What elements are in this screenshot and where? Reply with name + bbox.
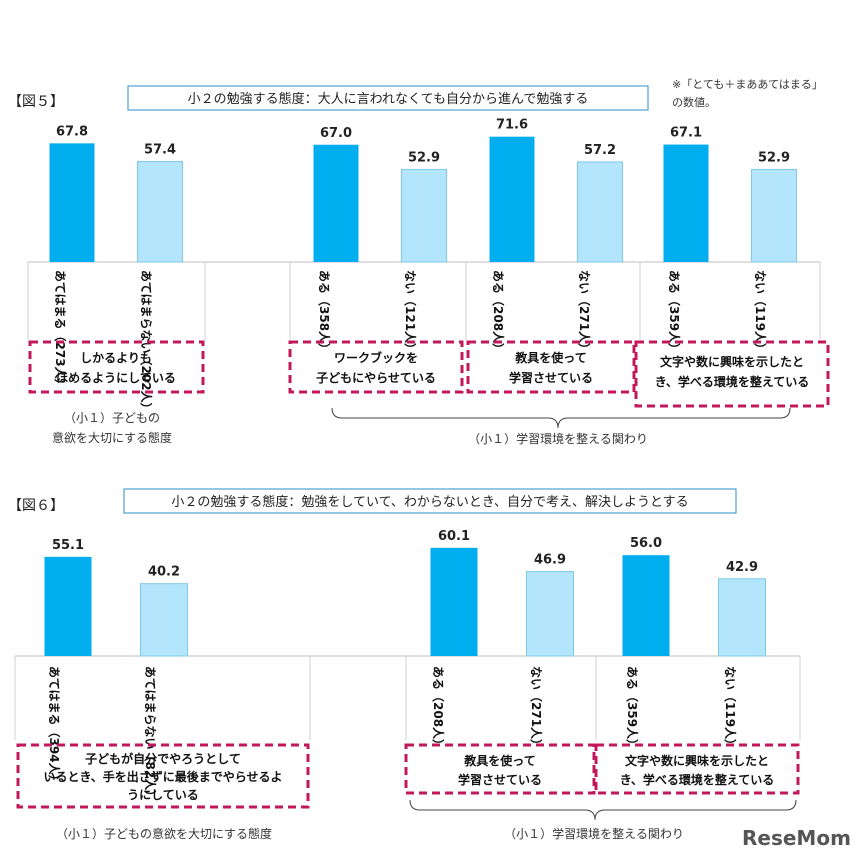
data-label: 67.1 — [670, 126, 702, 141]
figure-6-label: 【図６】 — [8, 498, 64, 514]
bar — [44, 556, 92, 656]
bar — [663, 144, 709, 262]
category-box — [288, 340, 464, 394]
data-label: 42.9 — [726, 560, 758, 575]
category-box-line: 教具を使って — [514, 350, 586, 365]
category-label: あてはまらない（82人） — [143, 666, 158, 802]
figure-6-caption-right: （小１）学習環境を整える関わり — [504, 826, 684, 841]
category-label: ある（208人） — [431, 666, 446, 751]
data-label: 67.0 — [320, 126, 352, 141]
category-box — [634, 340, 830, 408]
bar — [751, 168, 797, 263]
data-label: 40.2 — [148, 565, 180, 580]
data-label: 67.8 — [56, 124, 88, 139]
data-label: 52.9 — [758, 150, 790, 165]
figure-5-brace — [331, 407, 791, 429]
bar — [577, 161, 623, 263]
category-box-line: うにしている — [127, 788, 199, 802]
category-label: ある（359人） — [667, 270, 682, 355]
category-label: ある（208人） — [491, 270, 506, 355]
figure-6-title: 小２の勉強する態度：勉強をしていて、わからないとき、自分で考え、解決しようとする — [171, 494, 688, 510]
data-label: 56.0 — [630, 536, 662, 551]
category-box-line: ほめるようにしている — [56, 371, 176, 385]
category-box-line: き、学べる環境を整えている — [655, 374, 810, 389]
category-box — [466, 340, 636, 394]
category-box-line: 子どもが自分でやろうとして — [85, 751, 241, 766]
data-label: 71.6 — [496, 118, 528, 133]
bar — [526, 571, 574, 657]
figure-5-caption-left-line1: （小１）子どもの — [64, 411, 160, 425]
category-label: ない（119人） — [723, 666, 738, 751]
figure-5-title-box — [127, 85, 649, 111]
category-box — [404, 743, 596, 795]
category-box-line: ワークブックを — [334, 350, 418, 365]
bar — [401, 168, 447, 263]
bar — [718, 578, 766, 657]
figure-6-caption-left: （小１）子どもの意欲を大切にする態度 — [56, 826, 272, 841]
category-box-line: 学習させている — [458, 772, 542, 787]
category-box-line: 文字や数に興味を示したと — [660, 354, 804, 369]
data-label: 57.2 — [584, 143, 616, 158]
category-label: あてはまらない（202人） — [139, 270, 154, 415]
category-label: ない（119人） — [753, 270, 768, 355]
figure-5-caption-right: （小１）学習環境を整える関わり — [468, 431, 648, 446]
figure-6-title-box — [123, 488, 737, 514]
figure-5-note-line1: ※「とても＋まああてはまる」 — [672, 78, 823, 91]
category-label: ある（359人） — [625, 666, 640, 751]
data-label: 52.9 — [408, 150, 440, 165]
category-label: あてはまる（394人） — [47, 666, 62, 787]
figure-5-title: 小２の勉強する態度：大人に言われなくても自分から進んで勉強する — [188, 91, 589, 107]
category-box — [16, 743, 310, 809]
figure-5-caption-left-line2: 意欲を大切にする態度 — [52, 430, 172, 445]
category-label: あてはまる（273人） — [53, 270, 68, 391]
category-box-line: しかるよりも — [80, 351, 152, 365]
category-box-line: 教具を使って — [463, 753, 535, 768]
category-label: ない（121人） — [403, 270, 418, 355]
data-label: 55.1 — [52, 538, 84, 553]
category-box — [594, 743, 800, 795]
bar — [140, 583, 188, 657]
category-label: ない（271人） — [577, 270, 592, 355]
figure-6-brace — [409, 799, 797, 821]
data-label: 57.4 — [144, 143, 176, 158]
category-label: ない（271人） — [529, 666, 544, 751]
bar — [622, 555, 670, 656]
bar — [430, 547, 478, 656]
category-box-line: 文字や数に興味を示したと — [625, 753, 769, 768]
category-box-line: 子どもにやらせている — [316, 371, 436, 385]
figure-5-note-line2: の数値。 — [672, 96, 716, 109]
category-box-line: 学習させている — [509, 370, 593, 385]
figure-6: 【図６】 小２の勉強する態度：勉強をしていて、わからないとき、自分で考え、解決し… — [8, 488, 801, 841]
data-label: 60.1 — [438, 529, 470, 544]
watermark-logo: ReseMom — [742, 826, 851, 850]
category-box-line: き、学べる環境を整えている — [620, 772, 775, 787]
bar — [313, 144, 359, 262]
bar — [137, 161, 183, 263]
figure-5: 【図５】 小２の勉強する態度：大人に言われなくても自分から進んで勉強する ※「と… — [8, 78, 830, 446]
category-label: ある（358人） — [317, 270, 332, 355]
bar — [49, 143, 95, 262]
bar — [489, 136, 535, 262]
category-box-line: いるとき、手を出さずに最後までやらせるよ — [44, 769, 283, 784]
category-box — [28, 340, 205, 394]
figure-5-label: 【図５】 — [8, 94, 64, 110]
data-label: 46.9 — [534, 553, 566, 568]
